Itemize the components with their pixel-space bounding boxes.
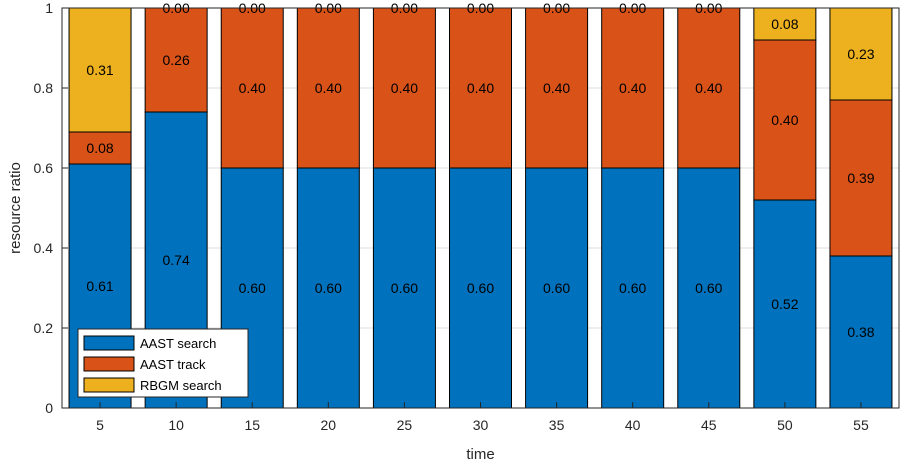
data-label: 0.40 <box>391 80 418 96</box>
x-tick-label: 55 <box>853 417 869 433</box>
data-label: 0.60 <box>619 280 646 296</box>
data-label: 0.40 <box>239 80 266 96</box>
x-tick-label: 10 <box>168 417 184 433</box>
data-label: 0.40 <box>771 112 798 128</box>
data-label: 0.60 <box>315 280 342 296</box>
y-tick-label: 1 <box>45 0 53 16</box>
bar-segment <box>220 7 284 169</box>
x-axis-ticks: 5 10 15 20 25 30 35 40 45 50 55 <box>96 402 869 433</box>
bar-segment <box>601 7 665 169</box>
data-label: 0.40 <box>543 80 570 96</box>
data-label: 0.74 <box>163 252 190 268</box>
data-label: 0.31 <box>86 62 113 78</box>
bar-segment <box>829 7 893 101</box>
y-tick-label: 0.8 <box>34 80 54 96</box>
data-label: 0.38 <box>847 324 874 340</box>
data-label: 0.40 <box>695 80 722 96</box>
x-tick-label: 40 <box>625 417 641 433</box>
legend: AAST search AAST track RBGM search <box>77 328 249 398</box>
data-label: 0.60 <box>695 280 722 296</box>
data-label: 0.39 <box>847 170 874 186</box>
x-axis-label: time <box>466 446 494 463</box>
data-label: 0.40 <box>315 80 342 96</box>
bar-segment <box>525 7 589 169</box>
y-axis-label: resource ratio <box>7 162 24 254</box>
data-label: 0.61 <box>86 278 113 294</box>
bar-segment <box>296 167 360 409</box>
data-label: 0.60 <box>467 280 494 296</box>
bar-segment <box>829 255 893 409</box>
legend-entry: AAST search <box>140 336 216 351</box>
x-tick-label: 35 <box>549 417 565 433</box>
bar-segment <box>753 39 817 201</box>
x-tick-label: 20 <box>321 417 337 433</box>
x-tick-label: 30 <box>473 417 489 433</box>
data-label: 0.40 <box>467 80 494 96</box>
bar-segment <box>449 7 512 169</box>
data-label: 0.52 <box>771 296 798 312</box>
bar-segment <box>372 7 436 169</box>
bar-segment <box>68 131 132 165</box>
legend-swatch <box>83 335 135 351</box>
bar-segment <box>144 7 208 113</box>
x-tick-label: 50 <box>777 417 793 433</box>
x-tick-label: 5 <box>96 417 104 433</box>
data-label: 0.26 <box>163 52 190 68</box>
y-tick-label: 0.2 <box>34 320 54 336</box>
bars <box>68 7 893 409</box>
x-tick-label: 25 <box>397 417 413 433</box>
data-label: 0.23 <box>847 46 874 62</box>
data-label: 0.40 <box>619 80 646 96</box>
legend-swatch <box>83 377 135 393</box>
y-tick-label: 0.6 <box>34 160 54 176</box>
data-label: 0.60 <box>239 280 266 296</box>
data-label: 0.60 <box>391 280 418 296</box>
y-tick-label: 0 <box>45 400 53 416</box>
bar-segment <box>372 167 436 409</box>
legend-swatch <box>83 356 135 372</box>
bar-segment <box>296 7 360 169</box>
y-tick-label: 0.4 <box>34 240 54 256</box>
bar-segment <box>753 199 817 409</box>
bar-segment <box>677 7 741 169</box>
data-label: 0.08 <box>771 16 798 32</box>
legend-entry: AAST track <box>140 357 206 372</box>
bar-segment <box>449 167 512 409</box>
legend-entry: RBGM search <box>140 378 222 393</box>
bar-segment <box>525 167 589 409</box>
y-axis-ticks: 0 0.2 0.4 0.6 0.8 1 <box>34 0 68 416</box>
x-tick-label: 45 <box>701 417 717 433</box>
bar-segment <box>601 167 665 409</box>
bar-segment <box>68 7 132 133</box>
bar-segment <box>753 7 817 41</box>
data-label: 0.60 <box>543 280 570 296</box>
data-label: 0.08 <box>86 140 113 156</box>
x-tick-label: 15 <box>244 417 260 433</box>
